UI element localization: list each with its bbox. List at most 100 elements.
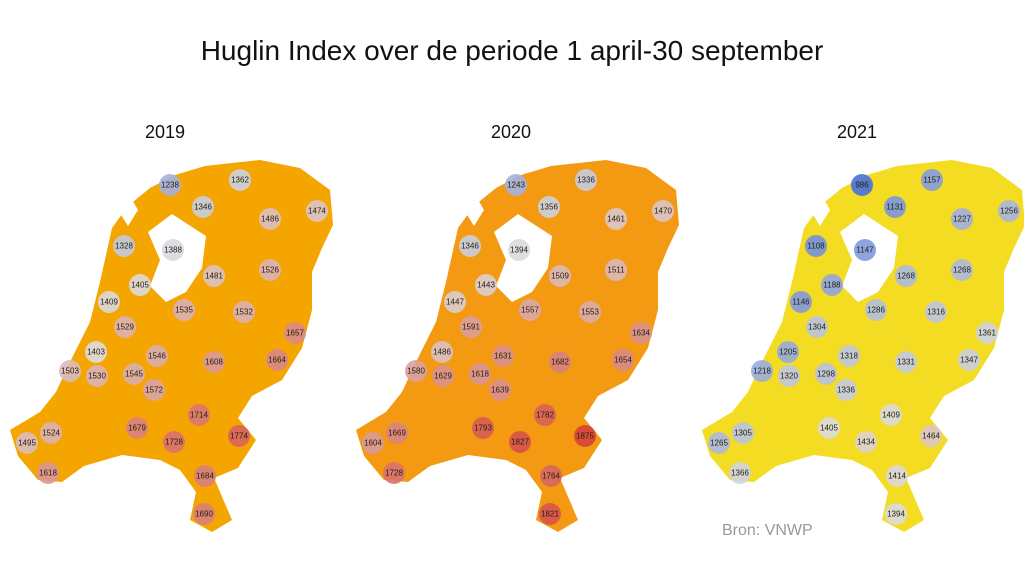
station-value: 1529	[116, 323, 134, 332]
station-marker	[886, 465, 908, 487]
station-marker	[652, 200, 674, 222]
station-marker	[998, 200, 1020, 222]
station-value: 1268	[897, 272, 915, 281]
station-marker	[729, 462, 751, 484]
station-marker	[228, 425, 250, 447]
station-marker	[575, 169, 597, 191]
station-marker	[574, 425, 596, 447]
station-value: 1821	[541, 510, 559, 519]
station-marker	[895, 351, 917, 373]
station-value: 1218	[753, 367, 771, 376]
station-value: 1470	[654, 207, 672, 216]
station-marker	[895, 265, 917, 287]
station-value: 986	[855, 181, 869, 190]
station-marker	[505, 174, 527, 196]
station-marker	[549, 351, 571, 373]
station-value: 1346	[194, 203, 212, 212]
station-value: 1827	[511, 438, 529, 447]
station-value: 1316	[927, 308, 945, 317]
station-marker	[284, 322, 306, 344]
station-value: 1366	[731, 469, 749, 478]
station-value: 1336	[837, 386, 855, 395]
station-value: 1486	[261, 215, 279, 224]
station-value: 1503	[61, 367, 79, 376]
station-value: 1580	[407, 367, 425, 376]
station-value: 1205	[779, 348, 797, 357]
station-marker	[921, 169, 943, 191]
station-value: 1131	[886, 203, 904, 212]
station-value: 1346	[461, 242, 479, 251]
map-year: 2021	[837, 122, 877, 142]
station-value: 1298	[817, 370, 835, 379]
station-value: 1654	[614, 356, 632, 365]
station-marker	[880, 404, 902, 426]
station-value: 1238	[161, 181, 179, 190]
station-marker	[509, 431, 531, 453]
station-marker	[16, 432, 38, 454]
station-value: 1714	[190, 411, 208, 420]
station-marker	[920, 425, 942, 447]
station-marker	[162, 239, 184, 261]
station-marker	[143, 379, 165, 401]
station-value: 1318	[840, 352, 858, 361]
station-value: 1409	[100, 298, 118, 307]
station-marker	[37, 462, 59, 484]
station-marker	[459, 235, 481, 257]
station-value: 1875	[576, 432, 594, 441]
station-marker	[126, 417, 148, 439]
station-marker	[98, 291, 120, 313]
station-value: 1328	[115, 242, 133, 251]
map: 2019 1238 1362 1346 1486 1474 1328 1388 1405 1481…	[10, 122, 333, 532]
station-marker	[508, 239, 530, 261]
station-value: 1188	[823, 281, 841, 290]
station-marker	[259, 208, 281, 230]
station-marker	[925, 301, 947, 323]
station-marker	[492, 345, 514, 367]
station-value: 1286	[867, 306, 885, 315]
station-value: 1495	[18, 439, 36, 448]
station-value: 1639	[491, 386, 509, 395]
station-value: 1682	[551, 358, 569, 367]
station-marker	[958, 349, 980, 371]
station-marker	[229, 169, 251, 191]
station-value: 1524	[42, 429, 60, 438]
source: Bron: VNWP	[722, 522, 813, 539]
station-marker	[835, 379, 857, 401]
station-marker	[579, 301, 601, 323]
station-value: 1434	[857, 438, 875, 447]
station-marker	[432, 365, 454, 387]
station-value: 1147	[856, 246, 874, 255]
station-marker	[472, 417, 494, 439]
station-marker	[854, 239, 876, 261]
station-marker	[778, 365, 800, 387]
station-value: 1108	[807, 242, 825, 251]
station-value: 1394	[887, 510, 905, 519]
station-marker	[469, 363, 491, 385]
station-value: 1608	[205, 358, 223, 367]
station-marker	[806, 316, 828, 338]
station-marker	[386, 422, 408, 444]
station-value: 1356	[540, 203, 558, 212]
station-value: 1409	[882, 411, 900, 420]
station-marker	[192, 196, 214, 218]
station-marker	[851, 174, 873, 196]
station-marker	[818, 417, 840, 439]
station-value: 1629	[434, 372, 452, 381]
station-value: 1243	[507, 181, 525, 190]
station-value: 1532	[235, 308, 253, 317]
station-marker	[549, 265, 571, 287]
station-marker	[259, 259, 281, 281]
station-marker	[489, 379, 511, 401]
station-marker	[383, 462, 405, 484]
station-value: 1690	[195, 510, 213, 519]
station-value: 1461	[607, 215, 625, 224]
station-marker	[233, 301, 255, 323]
station-value: 1403	[87, 348, 105, 357]
station-marker	[838, 345, 860, 367]
station-value: 1146	[792, 298, 810, 307]
station-marker	[114, 316, 136, 338]
station-value: 1684	[196, 472, 214, 481]
station-marker	[86, 365, 108, 387]
station-marker	[534, 404, 556, 426]
station-marker	[194, 465, 216, 487]
